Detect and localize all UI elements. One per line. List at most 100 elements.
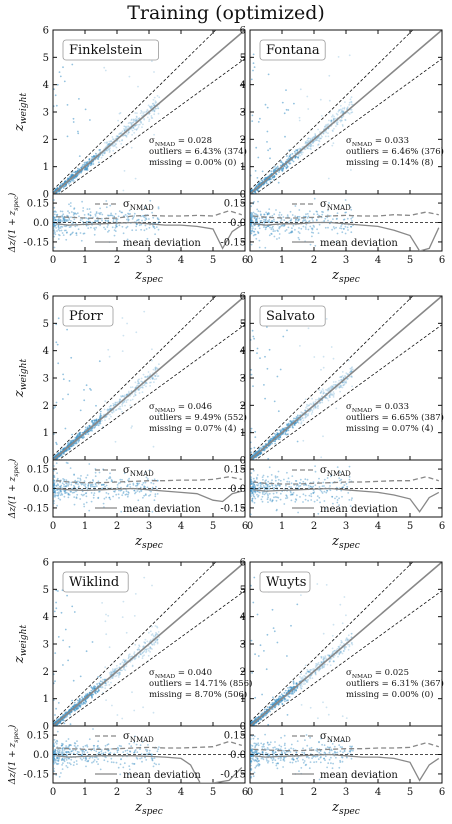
residual-point [265,218,267,221]
scatter-point [139,653,142,656]
residual-point [73,212,76,215]
scatter-point [127,122,130,125]
stat-missing: missing = 0.07% (4) [149,423,236,434]
scatter-point [117,135,119,138]
residual-point [151,211,154,214]
residual-point [154,233,157,236]
scatter-point [340,112,342,114]
scatter-point [131,134,134,136]
scatter-point [85,162,88,165]
residual-point [329,485,331,487]
residual-point [275,499,278,502]
scatter-point [332,381,335,383]
scatter-point [332,394,335,397]
y-tick-label: 3 [43,108,49,119]
scatter-point [325,318,328,320]
scatter-point [311,137,314,140]
residual-point [53,488,55,491]
residual-point [126,215,128,218]
scatter-point [135,129,138,131]
residual-point [298,485,300,488]
residual-point [260,219,263,222]
scatter-point [140,380,143,383]
residual-point [342,218,345,221]
residual-point [279,220,282,223]
residual-point [125,226,128,229]
scatter-point [109,413,111,416]
stat-missing: missing = 0.07% (4) [346,423,433,434]
scatter-point [112,138,115,141]
x-tick-label: 4 [178,521,184,532]
residual-point [345,483,348,485]
scatter-point [321,388,324,390]
residual-point [96,219,99,222]
residual-point [155,485,157,488]
residual-point [316,228,318,231]
residual-point [310,495,313,498]
scatter-point [256,347,259,350]
scatter-point [93,426,96,429]
residual-point [77,485,80,488]
scatter-point [72,439,75,442]
residual-point [252,491,255,493]
scatter-point [345,372,348,374]
scatter-point [311,136,314,139]
scatter-point [154,366,157,369]
scatter-point [268,348,271,351]
residual-point [341,231,344,234]
y-tick-label: 1 [240,428,246,439]
scatter-point [54,461,56,463]
scatter-point [335,386,338,389]
scatter-point [57,636,60,638]
scatter-point [107,681,109,683]
residual-point [297,231,300,233]
residual-point [266,213,269,216]
residual-point [57,497,60,500]
residual-point [313,213,315,216]
residual-point [281,224,284,227]
scatter-point [267,149,269,152]
scatter-point [131,121,134,124]
scatter-point [134,391,137,393]
residual-point [54,494,57,497]
residual-point [102,502,105,505]
scatter-point [129,121,131,124]
residual-point [256,230,259,233]
scatter-point [123,129,126,132]
residual-point [261,493,264,495]
scatter-point [134,124,137,127]
residual-point [53,500,55,502]
res-y-tick-label: -0.15 [23,503,49,514]
residual-point [58,217,60,220]
scatter-point [143,310,146,313]
scatter-point [158,636,161,639]
scatter-point [78,155,81,158]
residual-point [83,232,86,235]
scatter-point [250,451,253,454]
residual-point [70,483,73,486]
scatter-point [146,376,149,379]
residual-point [306,478,309,481]
one-to-one-line [52,295,246,461]
scatter-point [56,343,59,346]
scatter-point [285,89,287,91]
residual-point [157,218,160,221]
scatter-point [331,144,334,147]
scatter-point [55,104,58,107]
residual-point [53,211,55,213]
residual-point [83,505,86,508]
residual-point [311,227,314,230]
residual-point [298,209,301,211]
residual-point [252,227,254,230]
scatter-point [340,375,343,378]
scatter-point [252,385,254,388]
scatter-point [343,107,346,110]
scatter-point [112,404,115,406]
residual-point [291,230,293,233]
scatter-point [347,377,349,380]
residual-point [331,495,333,498]
residual-point [93,233,96,236]
scatter-point [106,409,109,412]
residual-point [53,495,55,498]
scatter-point [350,370,353,373]
